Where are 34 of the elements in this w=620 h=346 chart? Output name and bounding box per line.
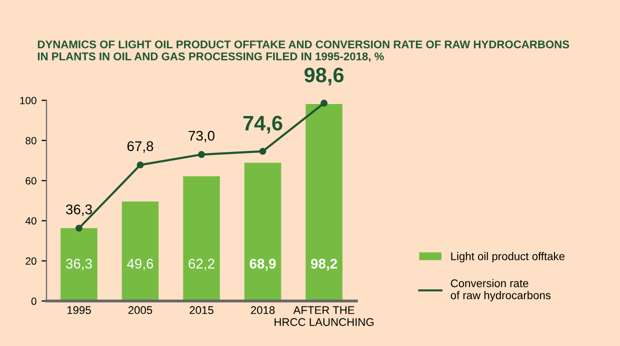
data-label: 74,6: [243, 116, 282, 134]
point: [259, 148, 266, 155]
point: [198, 151, 205, 158]
point: [320, 100, 328, 107]
x-tick-label: 1995: [67, 306, 91, 314]
data-label: 98,2: [310, 258, 337, 271]
x-tick-label: 2005: [128, 306, 152, 314]
data-label: 98,6: [304, 68, 344, 86]
y-tick-label: 80: [26, 136, 36, 144]
y-tick-label: 60: [26, 177, 36, 184]
data-label: 36,3: [66, 204, 92, 216]
data-label: 49,6: [127, 258, 154, 270]
bar: [244, 162, 282, 302]
bar: [122, 201, 159, 302]
y-tick-label: 20: [26, 257, 36, 265]
data-label: 68,9: [250, 258, 276, 271]
point: [76, 224, 82, 232]
legend-label: Conversion rate of raw hydrocarbons: [450, 279, 551, 302]
point: [136, 161, 144, 168]
x-tick-label: 2015: [190, 306, 214, 314]
data-label: 62,2: [188, 258, 214, 270]
y-tick-label: 40: [25, 217, 36, 225]
data-label: 73,0: [188, 130, 214, 142]
bar: [183, 176, 220, 302]
data-label: 36,3: [66, 258, 92, 270]
chart-title: DYNAMICS OF LIGHT OIL PRODUCT OFFTAKE AND CONVERSION RATE OF RAW HYDROCARBONS IN PLANTS IN OIL AND GAS PROCESSING FILED IN 1995-2018, %: [38, 40, 570, 62]
bar: [306, 104, 342, 302]
legend-label: Light oil product offtake: [451, 252, 565, 262]
y-tick-label: 100: [20, 96, 36, 104]
x-tick-label: 2018: [250, 306, 275, 314]
y-tick-label: 0: [31, 298, 36, 305]
bar: [60, 228, 98, 302]
data-label: 67,8: [127, 141, 154, 153]
x-tick-label: AFTER THE HRCC LAUNCHING: [274, 306, 374, 326]
